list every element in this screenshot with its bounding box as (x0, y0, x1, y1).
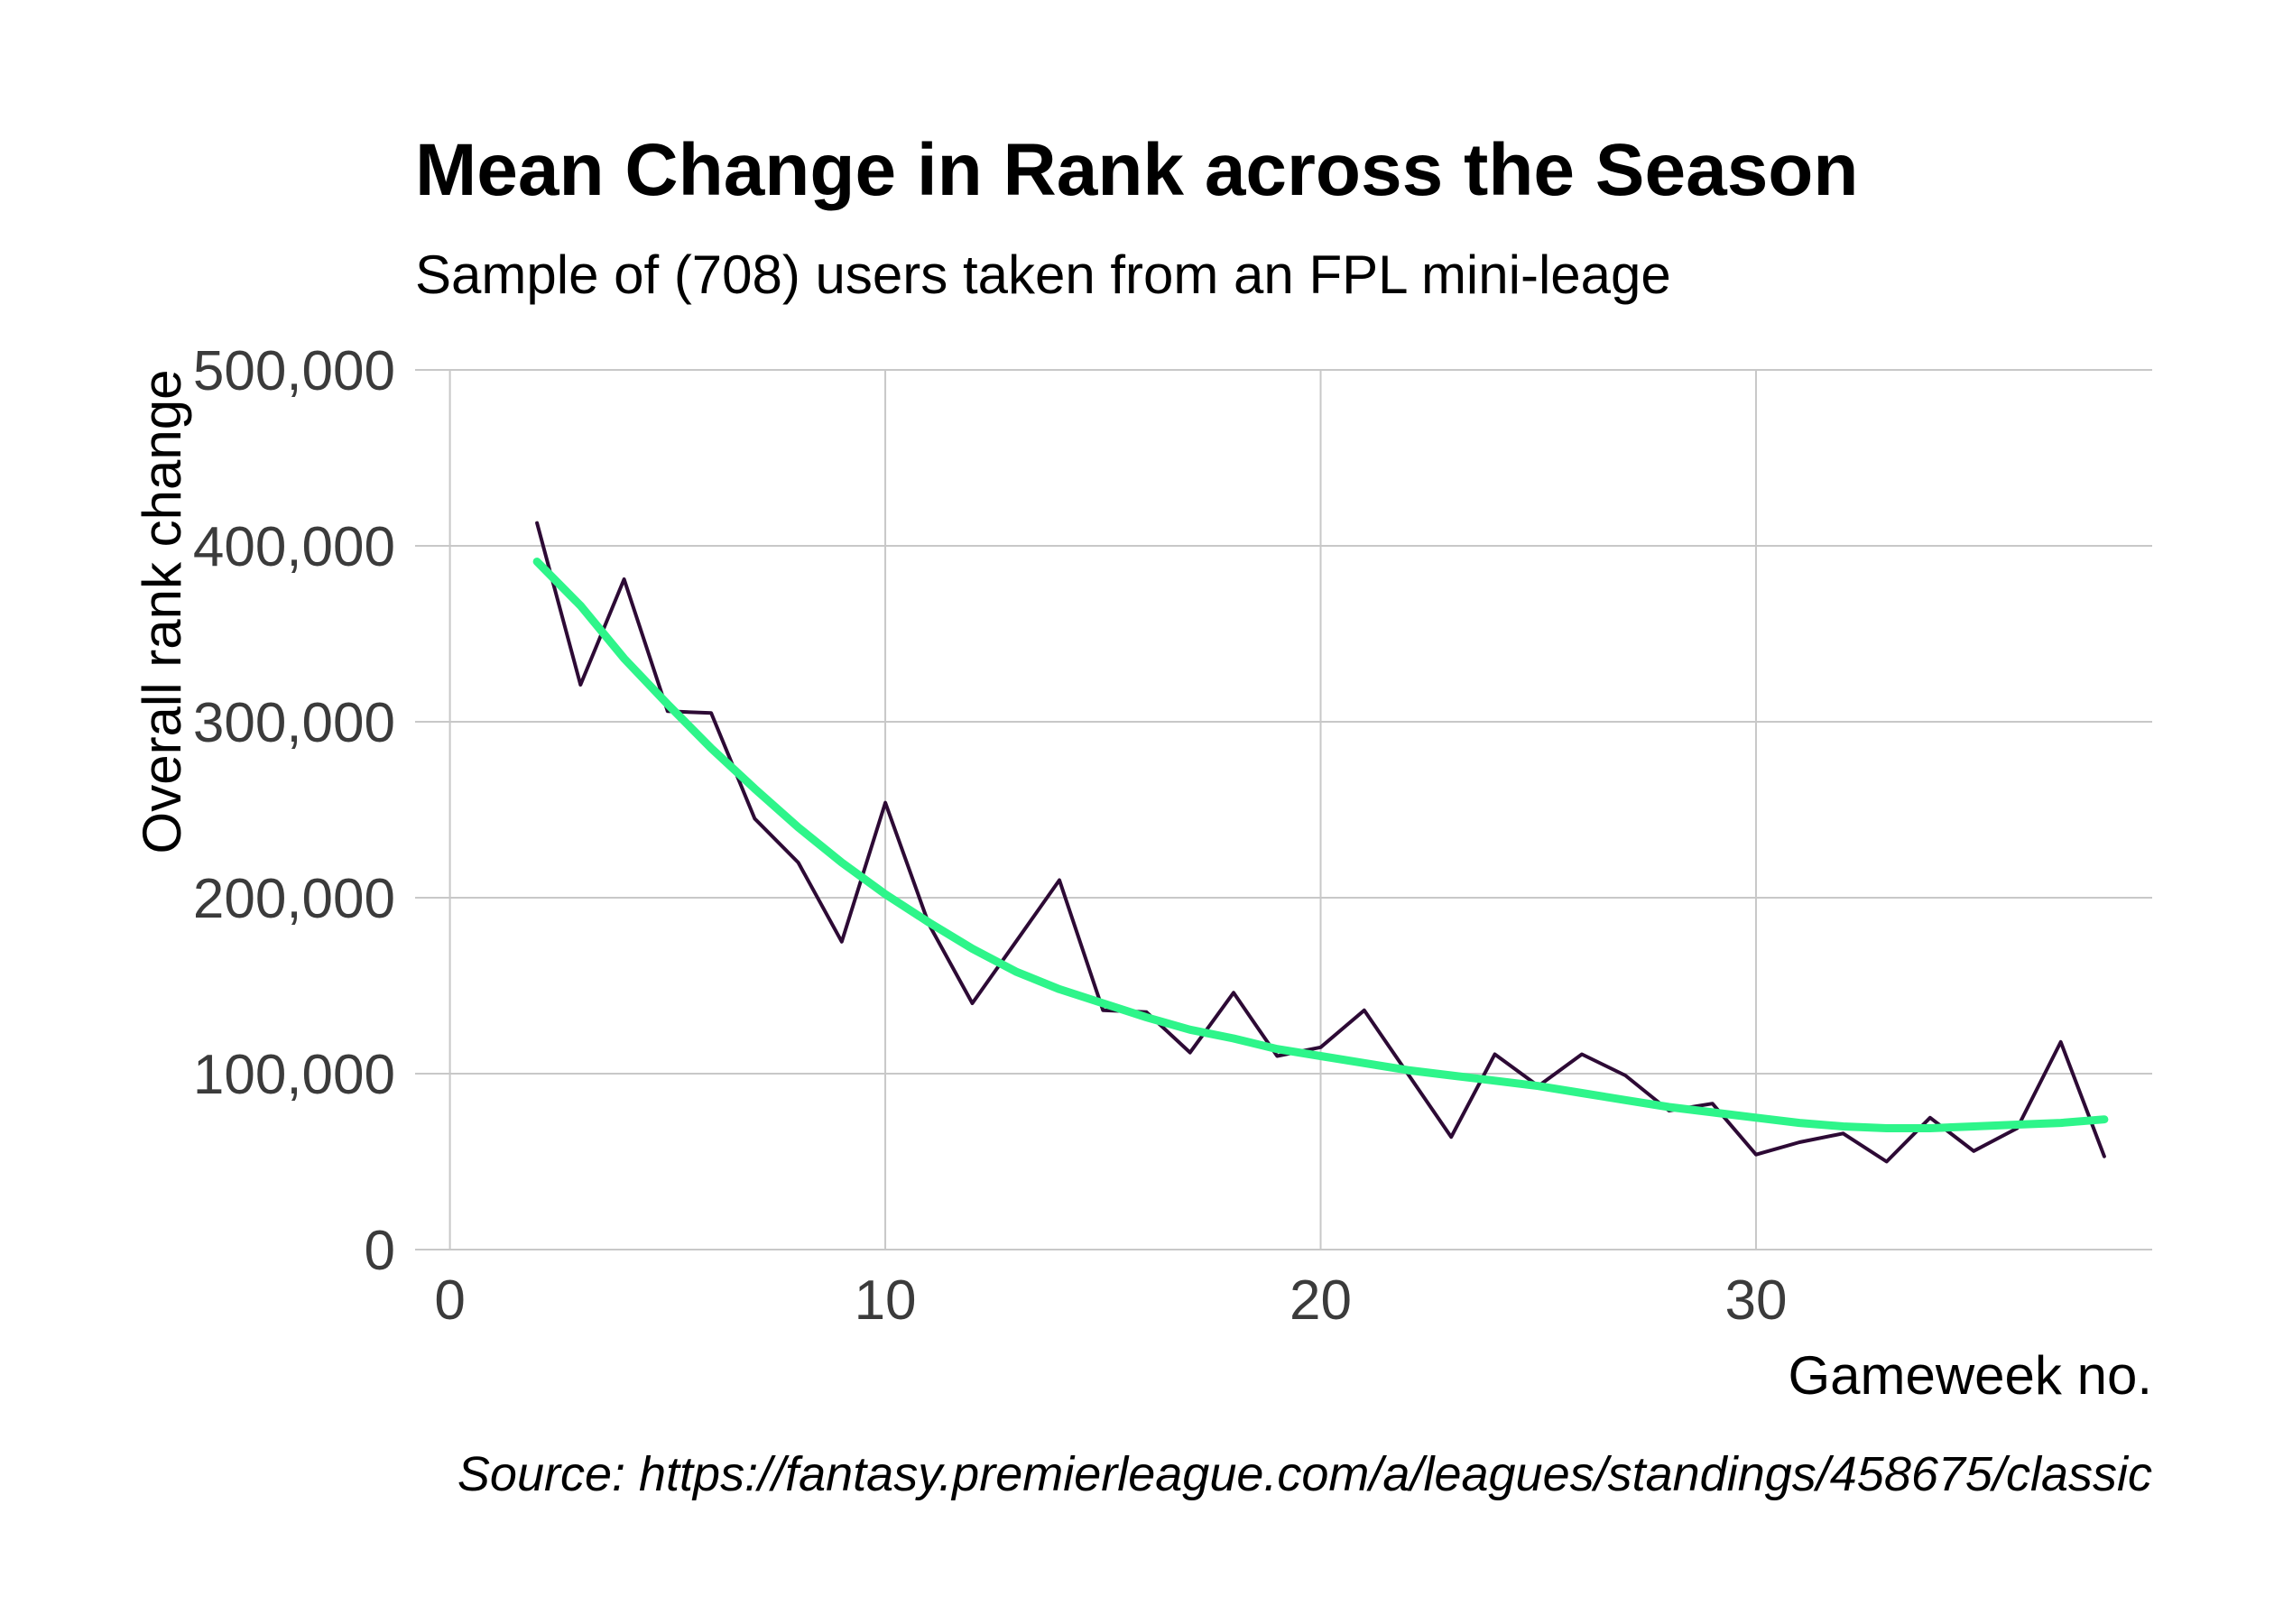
chart-title: Mean Change in Rank across the Season (415, 129, 1858, 211)
chart-caption: Source: https://fantasy.premierleague.co… (458, 1447, 2152, 1501)
smooth-trend-line (532, 558, 2109, 1132)
chart-subtitle: Sample of (708) users taken from an FPL … (415, 245, 1671, 305)
x-tick-label-2: 20 (1290, 1269, 1352, 1332)
y-tick-label-3: 300,000 (193, 692, 395, 754)
series (532, 521, 2109, 1164)
x-axis-title: Gameweek no. (1788, 1345, 2152, 1406)
y-tick-label-4: 400,000 (193, 516, 395, 578)
y-tick-label-0: 0 (365, 1220, 395, 1282)
y-tick-label-1: 100,000 (193, 1044, 395, 1106)
x-axis-ticks: 0 10 20 30 (434, 1269, 1787, 1332)
y-axis-ticks: 0 100,000 200,000 300,000 400,000 500,000 (193, 340, 395, 1282)
x-tick-label-3: 30 (1724, 1269, 1787, 1332)
y-axis-title: Overall rank change (132, 370, 192, 854)
mean-rank-change-line (535, 521, 2106, 1164)
grid (415, 369, 2152, 1250)
y-tick-label-5: 500,000 (193, 340, 395, 402)
x-tick-label-0: 0 (434, 1269, 465, 1332)
x-tick-label-1: 10 (855, 1269, 917, 1332)
y-tick-label-2: 200,000 (193, 868, 395, 930)
